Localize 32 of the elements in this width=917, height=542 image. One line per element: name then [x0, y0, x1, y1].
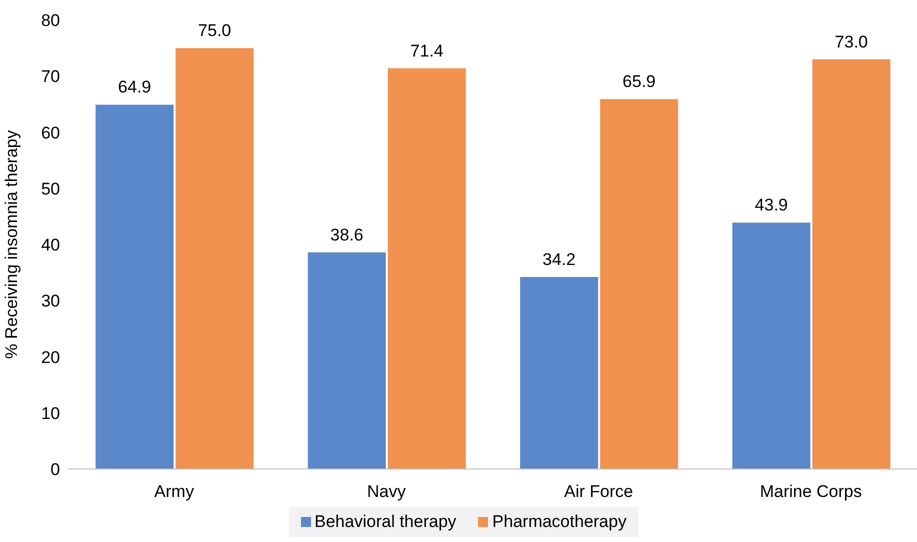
- y-tick-label: 60: [41, 123, 60, 142]
- y-tick-label: 10: [41, 404, 60, 423]
- legend-label: Behavioral therapy: [314, 512, 456, 532]
- y-tick-label: 70: [41, 67, 60, 86]
- x-tick-label: Navy: [367, 482, 406, 502]
- y-tick-label: 80: [41, 11, 60, 30]
- data-label: 38.6: [330, 225, 364, 244]
- y-tick-label: 50: [41, 179, 60, 198]
- bar: [812, 59, 890, 469]
- bar: [308, 252, 386, 469]
- data-label: 73.0: [834, 32, 868, 52]
- bar: [732, 222, 810, 469]
- x-tick-label: Air Force: [564, 482, 634, 502]
- x-tick-label: Marine Corps: [760, 482, 862, 502]
- y-tick-label: 0: [50, 460, 60, 480]
- data-label: 64.9: [118, 78, 152, 97]
- bar: [520, 277, 598, 469]
- bar: [176, 48, 254, 469]
- bar: [96, 104, 174, 469]
- data-label: 43.9: [754, 196, 788, 215]
- bar: [600, 99, 678, 469]
- data-label: 71.4: [410, 41, 444, 60]
- y-axis-title: % Receiving insomnia therapy: [2, 130, 22, 359]
- legend-label: Pharmacotherapy: [492, 512, 626, 532]
- data-label: 34.2: [542, 250, 576, 270]
- data-label: 75.0: [198, 21, 232, 40]
- data-label: 65.9: [622, 72, 656, 92]
- y-tick-label: 40: [41, 236, 60, 255]
- bar: [388, 68, 466, 469]
- x-tick-label: Army: [154, 482, 194, 502]
- y-tick-label: 20: [41, 348, 60, 367]
- y-tick-label: 30: [41, 292, 60, 311]
